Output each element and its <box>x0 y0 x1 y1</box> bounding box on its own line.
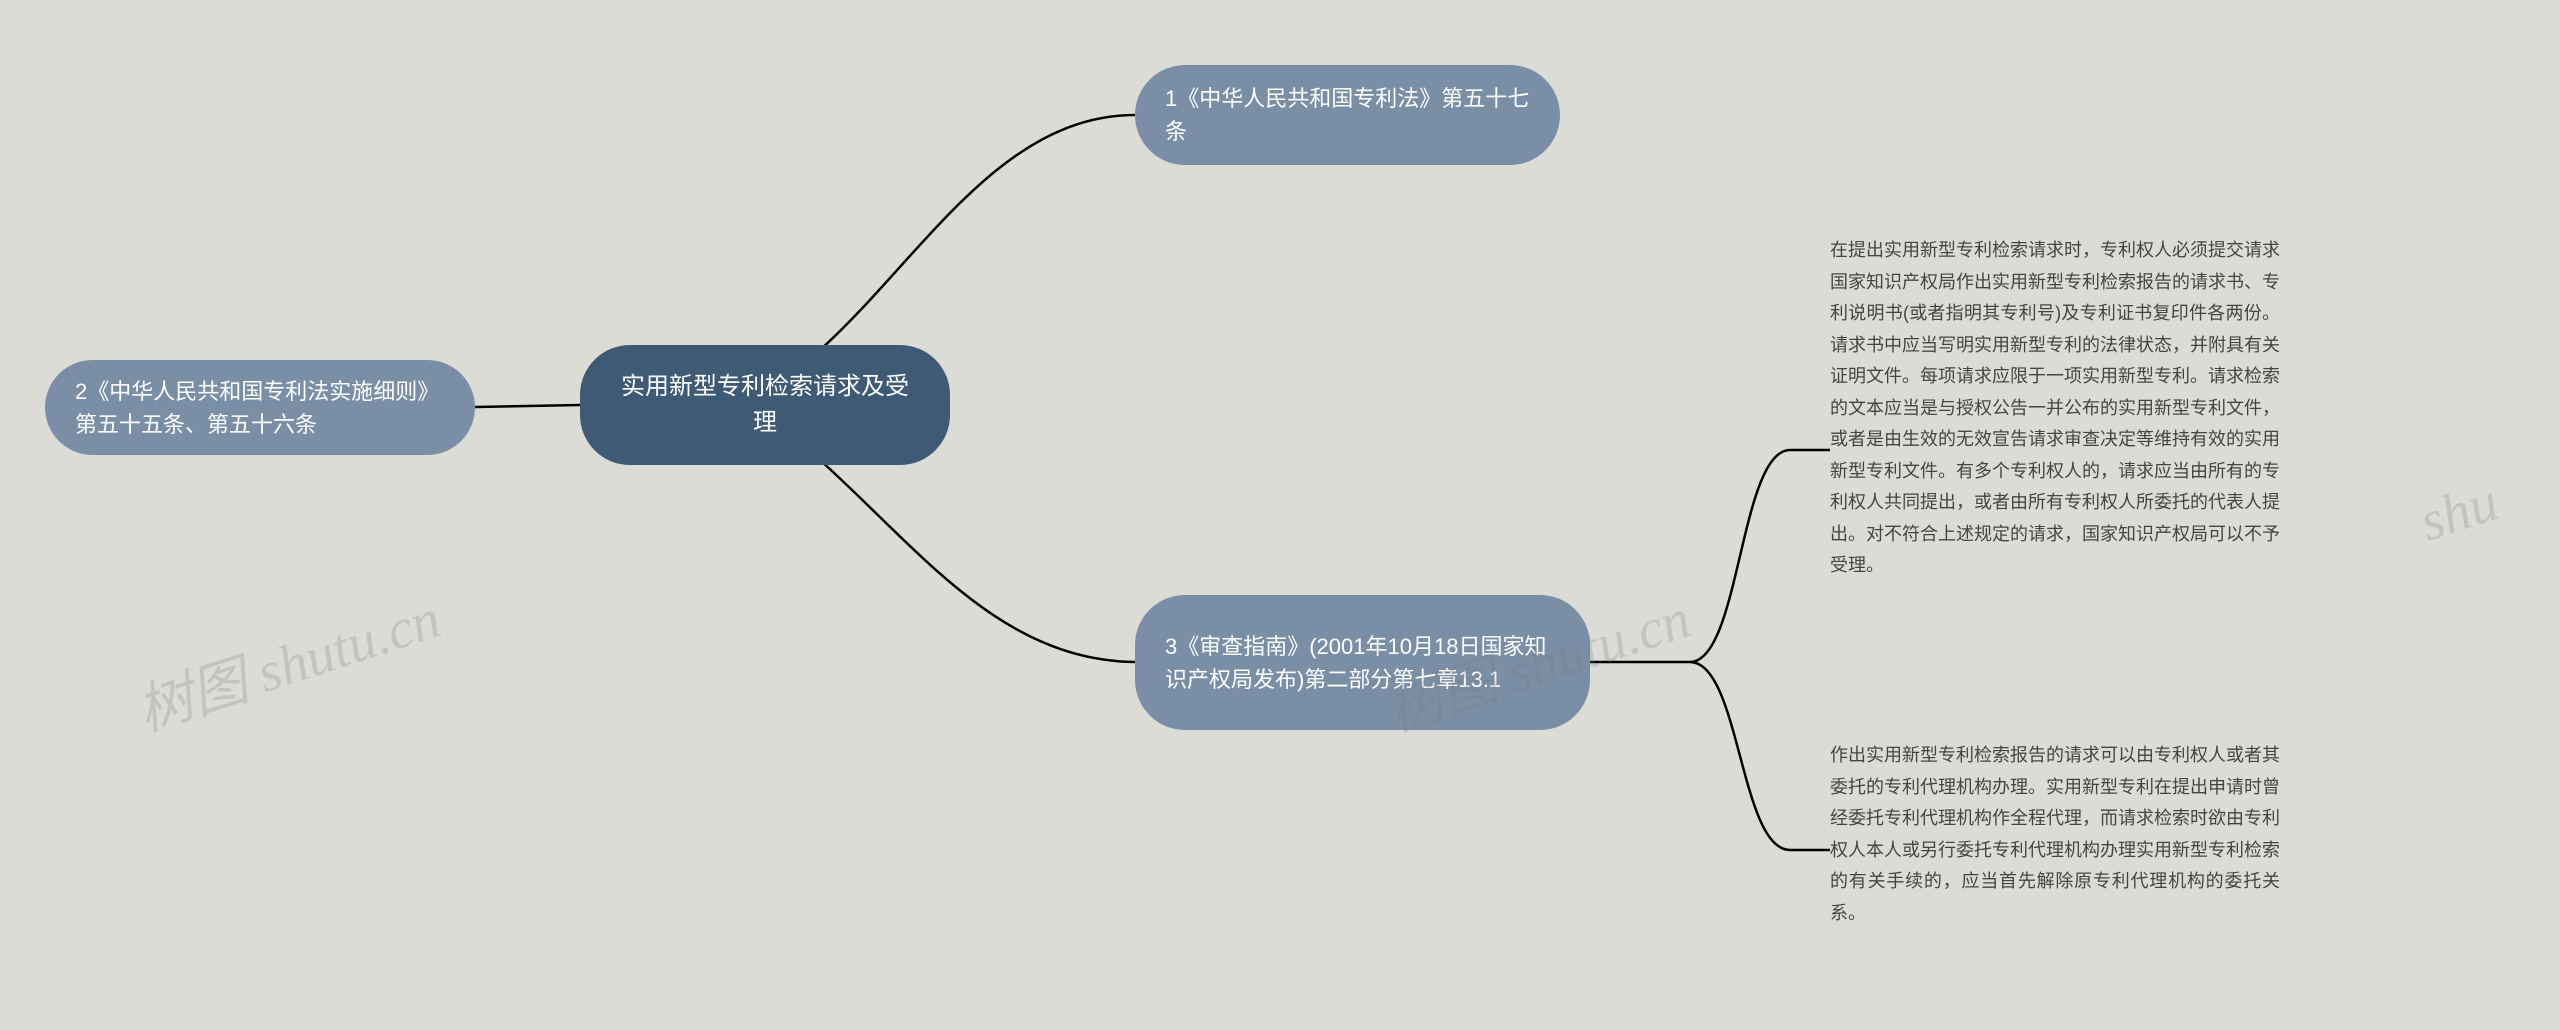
detail-text-1: 在提出实用新型专利检索请求时，专利权人必须提交请求国家知识产权局作出实用新型专利… <box>1830 235 2280 582</box>
left-node: 2《中华人民共和国专利法实施细则》第五十五条、第五十六条 <box>45 360 475 455</box>
bottom-node: 3《审查指南》(2001年10月18日国家知识产权局发布)第二部分第七章13.1 <box>1135 595 1590 730</box>
watermark-1-text: 树图 shutu.cn <box>130 588 448 744</box>
bottom-node-label: 3《审查指南》(2001年10月18日国家知识产权局发布)第二部分第七章13.1 <box>1165 630 1560 696</box>
top-node: 1《中华人民共和国专利法》第五十七条 <box>1135 65 1560 165</box>
center-node-label: 实用新型专利检索请求及受理 <box>610 369 920 441</box>
detail-text-2-content: 作出实用新型专利检索报告的请求可以由专利权人或者其委托的专利代理机构办理。实用新… <box>1830 745 2280 923</box>
detail-text-1-content: 在提出实用新型专利检索请求时，专利权人必须提交请求国家知识产权局作出实用新型专利… <box>1830 240 2280 575</box>
connector-top <box>820 115 1135 350</box>
bracket-details <box>1590 450 1830 850</box>
connector-left <box>475 405 580 407</box>
center-node: 实用新型专利检索请求及受理 <box>580 345 950 465</box>
left-node-label: 2《中华人民共和国专利法实施细则》第五十五条、第五十六条 <box>75 375 445 441</box>
top-node-label: 1《中华人民共和国专利法》第五十七条 <box>1165 82 1530 148</box>
watermark-1: 树图 shutu.cn <box>125 573 449 747</box>
watermark-3: shu <box>2412 470 2506 555</box>
connector-bottom <box>820 460 1135 662</box>
watermark-3-text: shu <box>2412 470 2505 553</box>
detail-text-2: 作出实用新型专利检索报告的请求可以由专利权人或者其委托的专利代理机构办理。实用新… <box>1830 740 2280 929</box>
